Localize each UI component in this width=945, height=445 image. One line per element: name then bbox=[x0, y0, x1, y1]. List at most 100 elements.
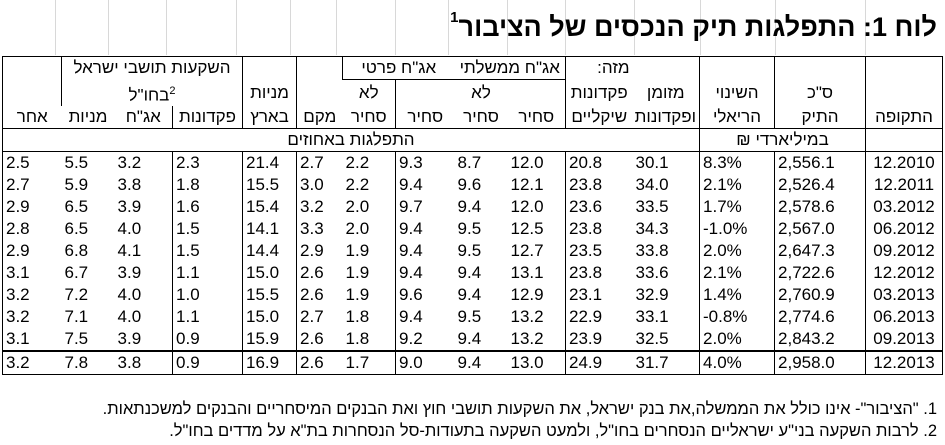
cell-corp-not-traded: 1.7 bbox=[342, 350, 396, 376]
header-abroad-text: בחו"ל bbox=[128, 85, 170, 105]
header-corp-bonds: אג"ח פרטי bbox=[342, 56, 455, 80]
cell-abroad-bonds: 4.0 bbox=[117, 285, 142, 305]
cell-change: -0.8% bbox=[699, 306, 775, 329]
cell-domestic-shares: 15.4 bbox=[242, 196, 297, 219]
cell-corp-traded: 9.4 bbox=[395, 262, 455, 285]
cell-period: 06.2013 bbox=[865, 306, 944, 329]
cell-abroad-shares: 6.7 bbox=[64, 263, 89, 283]
header-period: התקופה bbox=[865, 106, 944, 129]
cell-mkam: 2.6 bbox=[296, 328, 343, 352]
cell-abroad-bonds: 3.9 bbox=[117, 197, 142, 217]
cell-period: 12.2013 bbox=[865, 350, 944, 376]
cell-gov-traded: 13.2 bbox=[510, 329, 544, 349]
cell-period: 03.2012 bbox=[865, 196, 944, 219]
cell-cash: 32.5 bbox=[635, 329, 669, 349]
cell-abroad-shares: 7.2 bbox=[64, 285, 89, 305]
cell-mkam: 2.6 bbox=[296, 350, 343, 376]
cell-corp-traded: 9.4 bbox=[395, 218, 455, 241]
cell-shekel: 23.1 bbox=[565, 284, 633, 307]
cell-period: 09.2013 bbox=[865, 328, 944, 352]
cell-abroad-bonds: 3.2 bbox=[114, 151, 173, 175]
cell-period: 03.2013 bbox=[865, 284, 944, 307]
cell-abroad-deposits: 2.3 bbox=[172, 151, 243, 175]
cell-total: 2,567.0 bbox=[774, 218, 866, 241]
header-dom-shares-line1: מניות bbox=[242, 79, 297, 107]
cell-domestic-shares: 21.4 bbox=[242, 151, 297, 175]
cell-abroad-deposits: 1.8 bbox=[172, 174, 243, 197]
cell-abroad-shares: 7.8 bbox=[61, 350, 115, 376]
title-footnote-ref: 1 bbox=[450, 9, 459, 26]
cell-other: 3.1 bbox=[2, 328, 62, 352]
cell-other: 2.7 bbox=[2, 174, 62, 197]
header-total-line2: התיק bbox=[774, 106, 866, 129]
header-total-line1: ס"כ bbox=[774, 79, 866, 107]
cell-gov-not-traded: 9.4 bbox=[457, 329, 482, 349]
header-dom-shares-line2: בארץ bbox=[242, 106, 297, 129]
cell-cash: 34.0 bbox=[635, 175, 669, 195]
cell-abroad-deposits: 0.9 bbox=[172, 350, 243, 376]
cell-corp-traded: 9.4 bbox=[395, 240, 455, 263]
table-title-text: לוח 1: התפלגות תיק הנכסים של הציבור bbox=[458, 12, 937, 42]
cell-gov-traded: 12.9 bbox=[510, 285, 544, 305]
cell-other: 2.8 bbox=[2, 218, 62, 241]
cell-abroad-bonds: 3.8 bbox=[114, 350, 173, 376]
table-row: 12.2012 2,722.6 2.1% 33.6 23.8 13.1 9.4 9.4 1.9 2… bbox=[2, 262, 944, 285]
cell-gov-traded: 13.2 bbox=[510, 307, 544, 327]
header-abroad: 2בחו"ל bbox=[60, 79, 243, 107]
cell-period: 12.2012 bbox=[865, 262, 944, 285]
cell-corp-not-traded: 2.0 bbox=[345, 197, 370, 217]
header-row-1: מזה: אג"ח ממשלתי אג"ח פרטי השקעות תושבי … bbox=[2, 56, 944, 80]
cell-shekel: 23.9 bbox=[565, 328, 633, 352]
cell-other: 3.2 bbox=[2, 350, 62, 376]
cell-gov-not-traded: 9.6 bbox=[457, 175, 482, 195]
cell-mkam: 3.3 bbox=[296, 218, 343, 241]
cell-abroad-deposits: 1.5 bbox=[172, 240, 243, 263]
cell-domestic-shares: 16.9 bbox=[242, 350, 297, 376]
header-cash-line2: ופקדונות bbox=[634, 107, 697, 127]
table-row: 06.2013 2,774.6 -0.8% 33.1 22.9 13.2 9.5 9.4 1.8… bbox=[2, 306, 944, 329]
cell-corp-not-traded: 1.9 bbox=[345, 285, 370, 305]
cell-total: 2,722.6 bbox=[774, 262, 866, 285]
table-row: 12.2011 2,526.4 2.1% 34.0 23.8 12.1 9.6 9.4 2.2 3… bbox=[2, 174, 944, 197]
cell-corp-traded: 9.7 bbox=[395, 196, 455, 219]
cell-abroad-shares: 6.5 bbox=[64, 197, 89, 217]
cell-mkam: 2.6 bbox=[296, 262, 343, 285]
footnote-2: 2. לרבות השקעה בני"ע ישראליים הנסחרים בח… bbox=[169, 422, 937, 440]
cell-cash: 32.9 bbox=[635, 285, 669, 305]
cell-domestic-shares: 14.4 bbox=[242, 240, 297, 263]
table-row: 12.2010 2,556.1 8.3% 30.1 20.8 12.0 8.7 9.3 2.2 2… bbox=[2, 151, 944, 175]
cell-corp-not-traded: 1.8 bbox=[345, 329, 370, 349]
header-mkam: מקם bbox=[296, 106, 343, 129]
cell-change: 1.7% bbox=[699, 196, 775, 219]
cell-abroad-deposits: 1.1 bbox=[172, 262, 243, 285]
cell-gov-not-traded: 9.4 bbox=[457, 263, 482, 283]
cell-cash: 31.7 bbox=[632, 350, 700, 376]
table-row: 03.2013 2,760.9 1.4% 32.9 23.1 12.9 9.4 9.6 1.9 2… bbox=[2, 284, 944, 307]
cell-abroad-deposits: 0.9 bbox=[172, 328, 243, 352]
cell-other: 2.9 bbox=[2, 240, 62, 263]
cell-domestic-shares: 15.0 bbox=[242, 262, 297, 285]
header-gov-not: סחיר bbox=[463, 107, 499, 127]
cell-abroad-bonds: 4.1 bbox=[117, 241, 142, 261]
cell-period: 06.2012 bbox=[865, 218, 944, 241]
cell-change: 4.0% bbox=[699, 350, 775, 376]
cell-period: 09.2012 bbox=[865, 240, 944, 263]
cell-total: 2,526.4 bbox=[774, 174, 866, 197]
cell-total: 2,556.1 bbox=[774, 151, 866, 175]
cell-domestic-shares: 15.0 bbox=[242, 306, 297, 329]
cell-other: 3.2 bbox=[2, 284, 62, 307]
cell-mkam: 3.0 bbox=[296, 174, 343, 197]
cell-corp-traded: 9.3 bbox=[395, 151, 455, 175]
cell-gov-not-traded: 9.5 bbox=[457, 241, 482, 261]
table-body: 12.2010 2,556.1 8.3% 30.1 20.8 12.0 8.7 9.3 2.2 2… bbox=[2, 151, 944, 376]
cell-gov-traded: 13.1 bbox=[510, 263, 544, 283]
cell-gov-not-traded: 9.4 bbox=[457, 285, 482, 305]
cell-abroad-shares: 5.5 bbox=[61, 151, 115, 175]
cell-domestic-shares: 15.9 bbox=[242, 328, 297, 352]
footnotes: 1. "הציבור"- אינו כולל את הממשלה,את בנק … bbox=[103, 398, 937, 442]
cell-abroad-bonds: 3.8 bbox=[117, 175, 142, 195]
cell-shekel: 23.6 bbox=[565, 196, 633, 219]
cell-other: 2.5 bbox=[2, 151, 62, 175]
cell-corp-not-traded: 2.2 bbox=[345, 175, 370, 195]
header-change-line2: הריאלי bbox=[699, 106, 775, 129]
